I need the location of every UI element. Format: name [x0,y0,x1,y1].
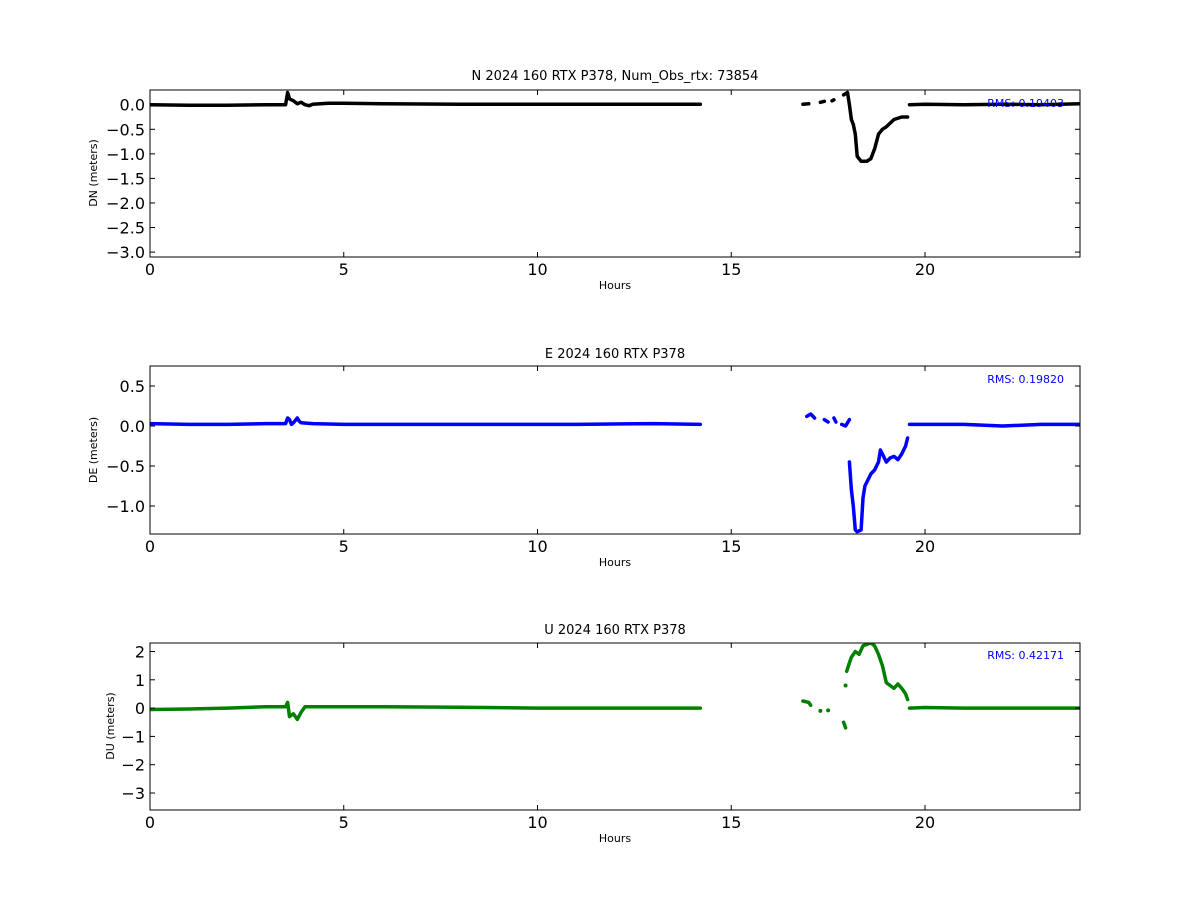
up-panel: U 2024 160 RTX P378 DU (meters) Hours 0 5… [104,623,1081,845]
north-series-segment-3 [830,98,836,103]
up-series-segment-6 [844,643,910,702]
up-series-segment-3 [826,708,831,713]
north-ytick-label: −1.5 [106,169,145,188]
east-series-segment-2 [822,417,830,424]
north-ylabel: DN (meters) [87,139,100,207]
north-axes-frame [149,89,1081,258]
east-ylabel: DE (meters) [87,417,100,483]
up-series-group [150,643,1080,730]
up-title: U 2024 160 RTX P378 [544,623,686,638]
east-series-segment-0 [150,416,703,427]
up-xtick-label: 10 [527,813,547,832]
north-panel: N 2024 160 RTX P378, Num_Obs_rtx: 73854 … [87,69,1081,292]
up-ytick-label: 2 [135,642,145,661]
north-series-segment-5 [907,102,1080,107]
east-ytick-label: 0.5 [120,377,145,396]
east-xtick-label: 15 [721,537,741,556]
up-series-segment-0 [150,700,703,722]
east-series-segment-5 [847,436,910,534]
east-series-segment-3 [832,416,838,424]
east-xlabel: Hours [599,556,631,569]
up-ylabel: DU (meters) [104,692,117,759]
up-xtick-label: 15 [721,813,741,832]
east-panel: E 2024 160 RTX P378 DE (meters) Hours 0 5… [87,347,1081,569]
north-xtick-label: 0 [145,260,155,279]
north-xlabel: Hours [599,279,631,292]
east-rms-label: RMS: 0.19820 [987,373,1064,386]
up-xtick-label: 0 [145,813,155,832]
north-ytick-label: 0.0 [120,96,145,115]
north-xtick-label: 20 [915,260,935,279]
east-ytick-label: 0.0 [120,417,145,436]
east-xtick-label: 0 [145,537,155,556]
north-ytick-label: −1.0 [106,145,145,164]
east-xtick-label: 5 [339,537,349,556]
north-series-segment-2 [818,99,827,105]
up-ytick-label: 0 [135,699,145,718]
east-series-segment-1 [805,412,817,420]
east-xtick-label: 10 [527,537,547,556]
east-ytick-label: −0.5 [106,457,145,476]
north-xtick-label: 10 [527,260,547,279]
north-plot-area: 0 5 10 15 20 0.0 −0.5 −1.0 −1.5 −2.0 −2.5 −3.0 [106,89,1081,279]
east-axes-frame [149,365,1081,535]
up-series-segment-4 [841,720,848,730]
up-series-segment-1 [801,699,813,708]
up-rms-label: RMS: 0.42171 [987,649,1064,662]
up-ytick-label: 1 [135,671,145,690]
north-series-segment-0 [150,90,703,108]
north-ytick-label: −2.0 [106,194,145,213]
up-series-segment-5 [843,683,848,688]
north-ytick-label: −2.5 [106,219,145,238]
east-title: E 2024 160 RTX P378 [545,347,685,362]
up-xlabel: Hours [599,832,631,845]
north-ytick-label: −3.0 [106,243,145,262]
north-ytick-label: −0.5 [106,120,145,139]
north-xtick-label: 5 [339,260,349,279]
up-series-segment-7 [907,705,1080,710]
north-xtick-label: 15 [721,260,741,279]
up-axes-frame [149,642,1081,811]
east-series-segment-4 [839,417,852,428]
east-plot-area: 0 5 10 15 20 0.5 0.0 −0.5 −1.0 [106,365,1081,556]
up-series-segment-2 [818,708,823,713]
up-xtick-label: 20 [915,813,935,832]
east-ytick-label: −1.0 [106,497,145,516]
north-series-group [150,90,1080,163]
north-rms-label: RMS: 0.19403 [987,97,1064,110]
up-ytick-label: −2 [121,756,145,775]
up-ytick-label: −1 [121,727,145,746]
north-title: N 2024 160 RTX P378, Num_Obs_rtx: 73854 [472,69,759,84]
east-xtick-label: 20 [915,537,935,556]
north-series-segment-4 [841,90,910,163]
up-xtick-label: 5 [339,813,349,832]
east-series-group [150,412,1080,534]
east-series-segment-6 [907,422,1080,428]
up-ytick-label: −3 [121,784,145,803]
